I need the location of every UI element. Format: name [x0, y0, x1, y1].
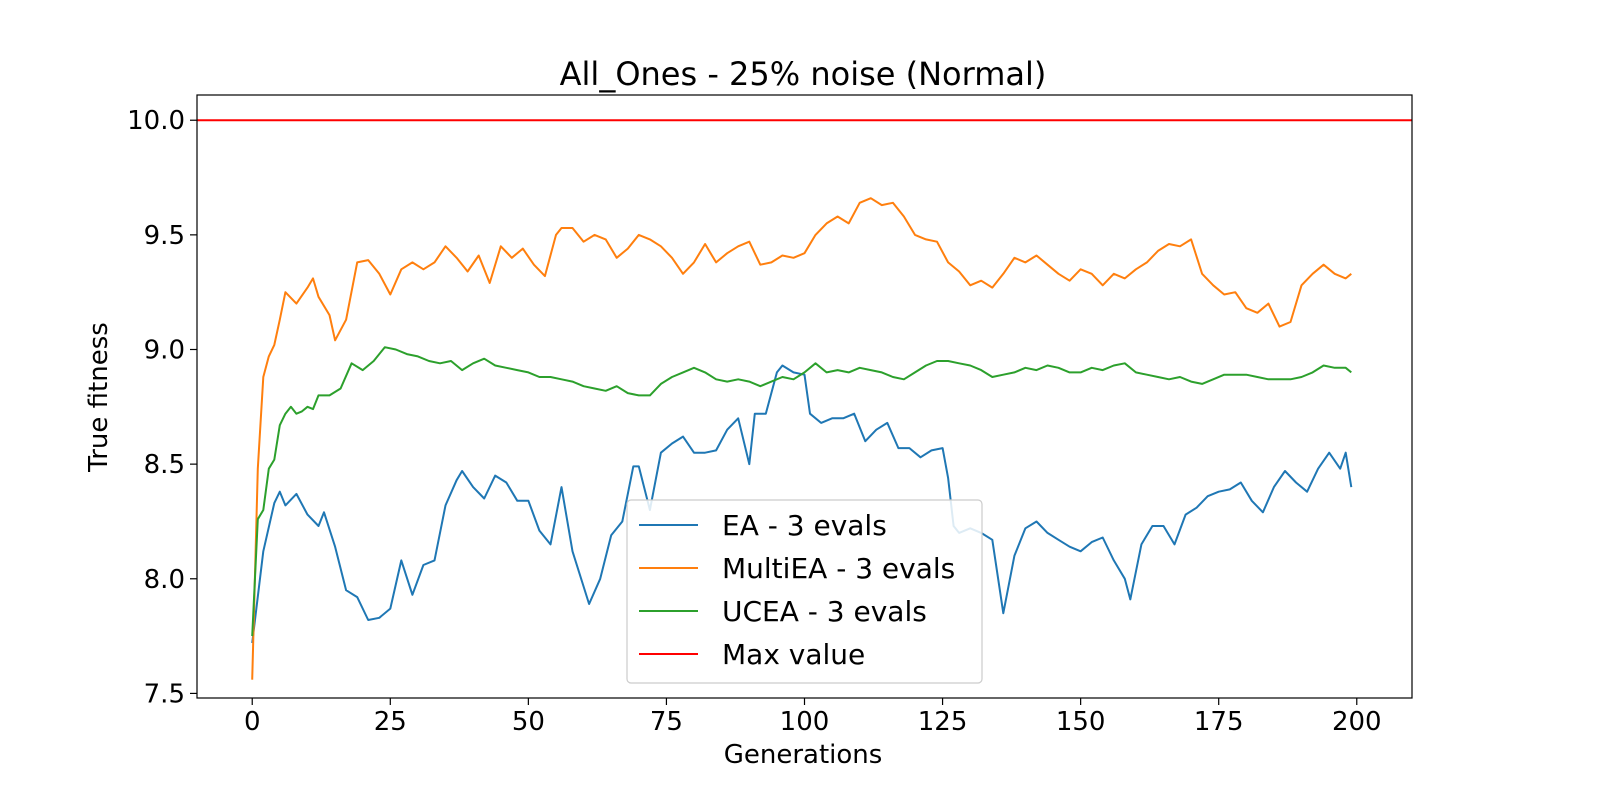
series-line-3: [251, 346, 1352, 637]
series-line-2: [251, 197, 1352, 680]
x-tick-label: 200: [1332, 707, 1382, 737]
plot-area: [197, 119, 1412, 680]
x-axis: 0 25 50 75 100 125 150 175 200: [244, 698, 1382, 737]
x-tick-label: 125: [918, 707, 968, 737]
y-axis-label: True fitness: [84, 322, 114, 473]
x-tick-label: 0: [244, 707, 261, 737]
x-tick-label: 100: [780, 707, 830, 737]
y-tick-label: 9.0: [144, 335, 185, 365]
legend: EA - 3 evals MultiEA - 3 evals UCEA - 3 ev…: [626, 499, 983, 684]
x-axis-label: Generations: [724, 740, 883, 770]
y-tick-label: 10.0: [127, 106, 185, 136]
x-tick-label: 150: [1056, 707, 1106, 737]
legend-box: [626, 499, 983, 684]
y-tick-label: 8.5: [144, 450, 185, 480]
legend-label: UCEA - 3 evals: [722, 595, 927, 628]
y-tick-label: 8.0: [144, 565, 185, 595]
series-line-1: [251, 364, 1353, 644]
x-tick-label: 25: [374, 707, 407, 737]
y-tick-label: 7.5: [144, 679, 185, 709]
x-tick-label: 50: [512, 707, 545, 737]
legend-label: MultiEA - 3 evals: [722, 552, 955, 585]
x-tick-label: 175: [1194, 707, 1244, 737]
x-tick-label: 75: [650, 707, 683, 737]
chart-title: All_Ones - 25% noise (Normal): [560, 55, 1047, 93]
y-tick-label: 9.5: [144, 221, 185, 251]
legend-label: EA - 3 evals: [722, 509, 887, 542]
legend-label: Max value: [722, 638, 865, 671]
y-axis: 7.5 8.0 8.5 9.0 9.5 10.0: [127, 106, 197, 709]
